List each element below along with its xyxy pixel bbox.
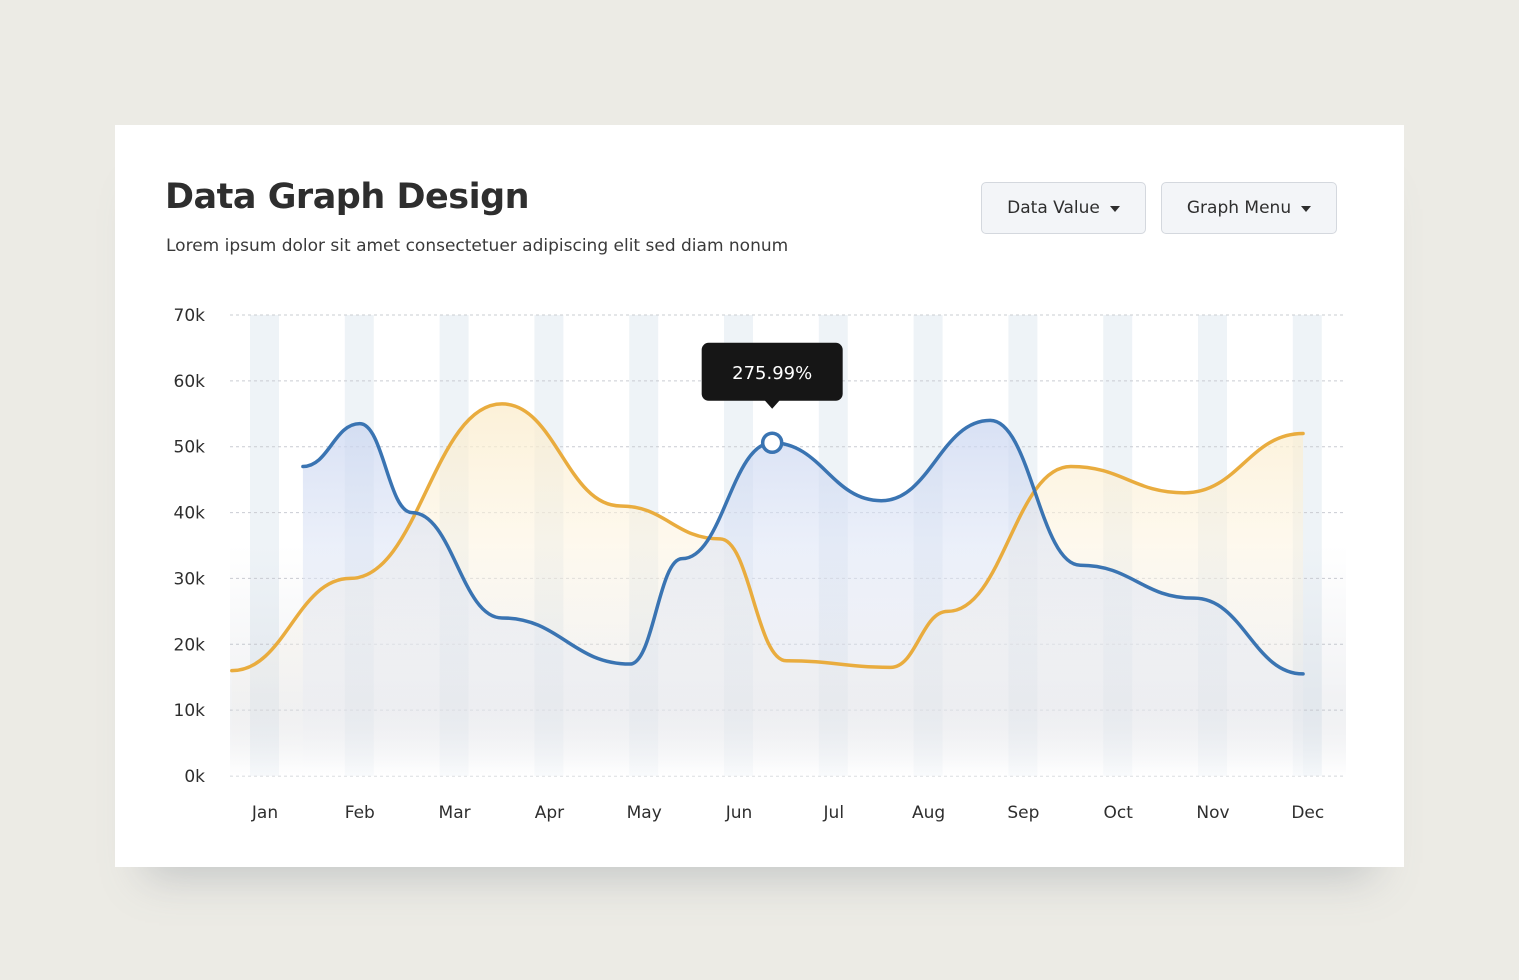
tooltip: 275.99% [701,342,843,455]
chart-card: Data Graph Design Lorem ipsum dolor sit … [115,125,1404,867]
tooltip-pointer [764,399,781,409]
series-areas [230,403,1346,776]
x-tick-label: Sep [1007,803,1039,823]
page-title: Data Graph Design [165,177,530,217]
y-tick-label: 20k [174,635,206,655]
x-tick-label: Oct [1103,803,1133,823]
data-value-dropdown-label: Data Value [1007,198,1100,218]
x-tick-label: Jan [251,803,278,823]
x-tick-label: Nov [1196,803,1229,823]
y-tick-label: 60k [174,372,206,392]
x-tick-label: Feb [345,803,375,823]
graph-menu-dropdown[interactable]: Graph Menu [1161,182,1337,234]
data-value-dropdown[interactable]: Data Value [981,182,1146,234]
x-tick-label: May [627,803,662,823]
tooltip-marker [760,431,784,455]
caret-down-icon [1301,206,1312,212]
series-line [230,402,1305,673]
series-line [301,418,1305,676]
tooltip-box [701,342,843,401]
y-tick-label: 10k [174,701,206,721]
y-tick-label: 30k [174,569,206,589]
y-tick-label: 0k [184,767,205,787]
x-tick-label: Jun [725,803,753,823]
x-tick-label: Apr [535,803,564,823]
graph-menu-dropdown-label: Graph Menu [1186,198,1292,218]
caret-down-icon [1109,206,1120,212]
y-axis-ticks: 0k 10k 20k 30k 40k 50k 60k 70k [174,306,206,787]
x-tick-label: Dec [1291,803,1324,823]
x-tick-label: Aug [912,803,945,823]
x-axis-ticks: Jan Feb Mar Apr May Jun Jul Aug Sep Oct Nov Dec [251,803,1324,823]
y-tick-label: 50k [174,438,206,458]
x-tick-label: Mar [439,803,471,823]
y-tick-label: 40k [174,504,206,524]
y-tick-label: 70k [174,306,206,326]
x-tick-label: Jul [823,803,845,823]
page-subtitle: Lorem ipsum dolor sit amet consectetuer … [166,236,789,256]
tooltip-value: 275.99% [732,363,812,384]
series-lines [230,402,1305,676]
